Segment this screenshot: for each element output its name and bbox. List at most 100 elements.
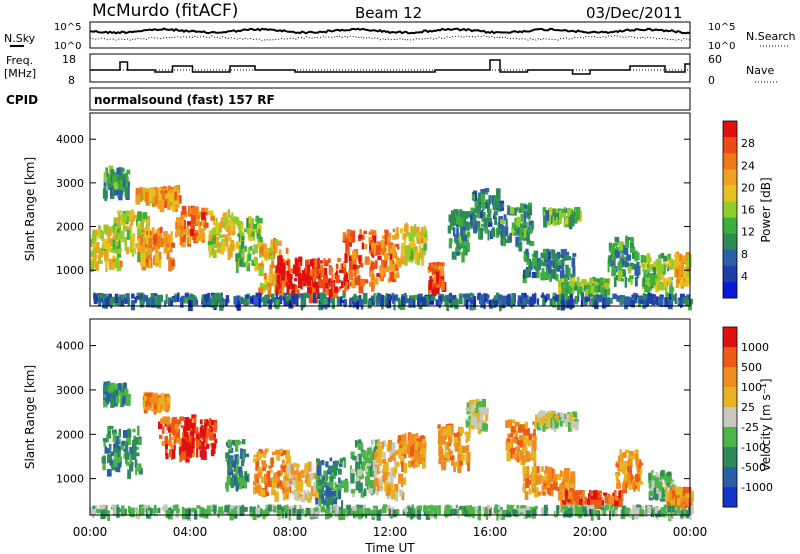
range-gate-cell [157, 402, 161, 414]
range-gate-cell [103, 394, 108, 398]
range-gate-cell [545, 210, 550, 221]
range-gate-cell [441, 427, 444, 434]
range-gate-cell [518, 508, 524, 513]
range-gate-cell [623, 270, 626, 276]
range-gate-cell [141, 293, 145, 304]
range-gate-cell [316, 465, 322, 476]
range-gate-cell [627, 237, 631, 241]
range-gate-cell [520, 505, 525, 510]
range-gate-cell [162, 401, 166, 412]
range-gate-cell [591, 286, 595, 291]
range-gate-cell [282, 271, 286, 279]
range-gate-cell [241, 452, 245, 461]
range-gate-cell [310, 262, 313, 267]
colorbar-tick-label: 24 [741, 159, 755, 172]
range-gate-cell [285, 281, 288, 287]
range-gate-cell [116, 184, 122, 189]
range-gate-cell [652, 267, 656, 272]
range-gate-cell [286, 260, 290, 266]
range-gate-cell [248, 233, 252, 237]
range-gate-cell [479, 227, 484, 232]
range-gate-cell [126, 395, 131, 406]
range-gate-cell [610, 505, 613, 509]
range-gate-cell [560, 299, 565, 311]
range-gate-cell [264, 483, 268, 494]
range-gate-cell [462, 293, 467, 298]
range-gate-cell [351, 278, 356, 289]
range-gate-cell [257, 237, 262, 248]
range-gate-cell [565, 264, 569, 275]
range-gate-cell [230, 477, 235, 489]
velocity-blob [615, 449, 644, 494]
range-gate-cell [379, 441, 384, 449]
range-gate-cell [531, 441, 537, 452]
range-gate-cell [521, 294, 526, 300]
range-gate-cell [542, 410, 546, 420]
range-gate-cell [465, 439, 468, 443]
range-gate-cell [394, 483, 399, 493]
range-gate-cell [466, 211, 471, 217]
range-gate-cell [292, 283, 296, 295]
range-gate-cell [352, 455, 357, 461]
range-gate-cell [358, 439, 362, 444]
range-gate-cell [371, 274, 375, 280]
range-gate-cell [473, 226, 477, 234]
power-y-axis-label: Slant Range [km] [23, 157, 37, 261]
range-gate-cell [506, 235, 511, 243]
range-gate-cell [660, 475, 665, 480]
range-gate-cell [576, 276, 580, 286]
range-gate-cell [435, 287, 440, 295]
range-gate-cell [509, 433, 514, 438]
range-gate-cell [509, 207, 515, 215]
range-gate-cell [679, 253, 682, 262]
range-gate-cell [623, 257, 626, 261]
range-gate-cell [297, 278, 302, 288]
range-gate-cell [466, 232, 471, 237]
range-gate-cell [293, 480, 297, 488]
range-gate-cell [642, 277, 645, 287]
range-gate-cell [565, 482, 570, 488]
range-gate-cell [487, 212, 492, 218]
velocity-blob [225, 439, 250, 492]
range-gate-cell [102, 295, 106, 299]
range-gate-cell [189, 448, 192, 458]
range-gate-cell [343, 458, 347, 468]
range-gate-cell [565, 287, 569, 293]
range-gate-cell [258, 287, 264, 295]
range-gate-cell [374, 466, 377, 478]
range-gate-cell [107, 232, 110, 244]
range-gate-cell [627, 473, 631, 483]
range-gate-cell [208, 250, 211, 258]
range-gate-cell [464, 509, 469, 517]
range-gate-cell [154, 252, 160, 263]
range-gate-cell [325, 461, 329, 468]
range-gate-cell [505, 239, 511, 244]
range-gate-cell [470, 300, 474, 304]
range-gate-cell [475, 413, 480, 417]
range-gate-cell [389, 253, 393, 264]
range-gate-cell [622, 505, 627, 512]
colorbar-tick-label: 28 [741, 137, 755, 150]
range-gate-cell [177, 292, 180, 302]
range-gate-cell [112, 429, 117, 435]
range-gate-cell [427, 269, 430, 273]
range-gate-cell [644, 259, 648, 269]
range-gate-cell [607, 287, 611, 296]
range-gate-cell [116, 450, 121, 457]
range-gate-cell [667, 277, 672, 285]
range-gate-cell [134, 214, 140, 219]
range-gate-cell [331, 273, 334, 282]
velocity-blob [315, 457, 349, 510]
range-gate-cell [441, 296, 446, 302]
range-gate-cell [634, 250, 638, 262]
range-gate-cell [356, 300, 359, 310]
range-gate-cell [126, 436, 129, 442]
range-gate-cell [677, 267, 682, 276]
range-gate-cell [607, 263, 610, 273]
range-gate-cell [182, 425, 187, 436]
range-gate-cell [178, 418, 182, 425]
range-gate-cell [159, 294, 163, 302]
range-gate-cell [258, 489, 261, 496]
range-gate-cell [345, 242, 350, 253]
range-gate-cell [537, 260, 541, 268]
